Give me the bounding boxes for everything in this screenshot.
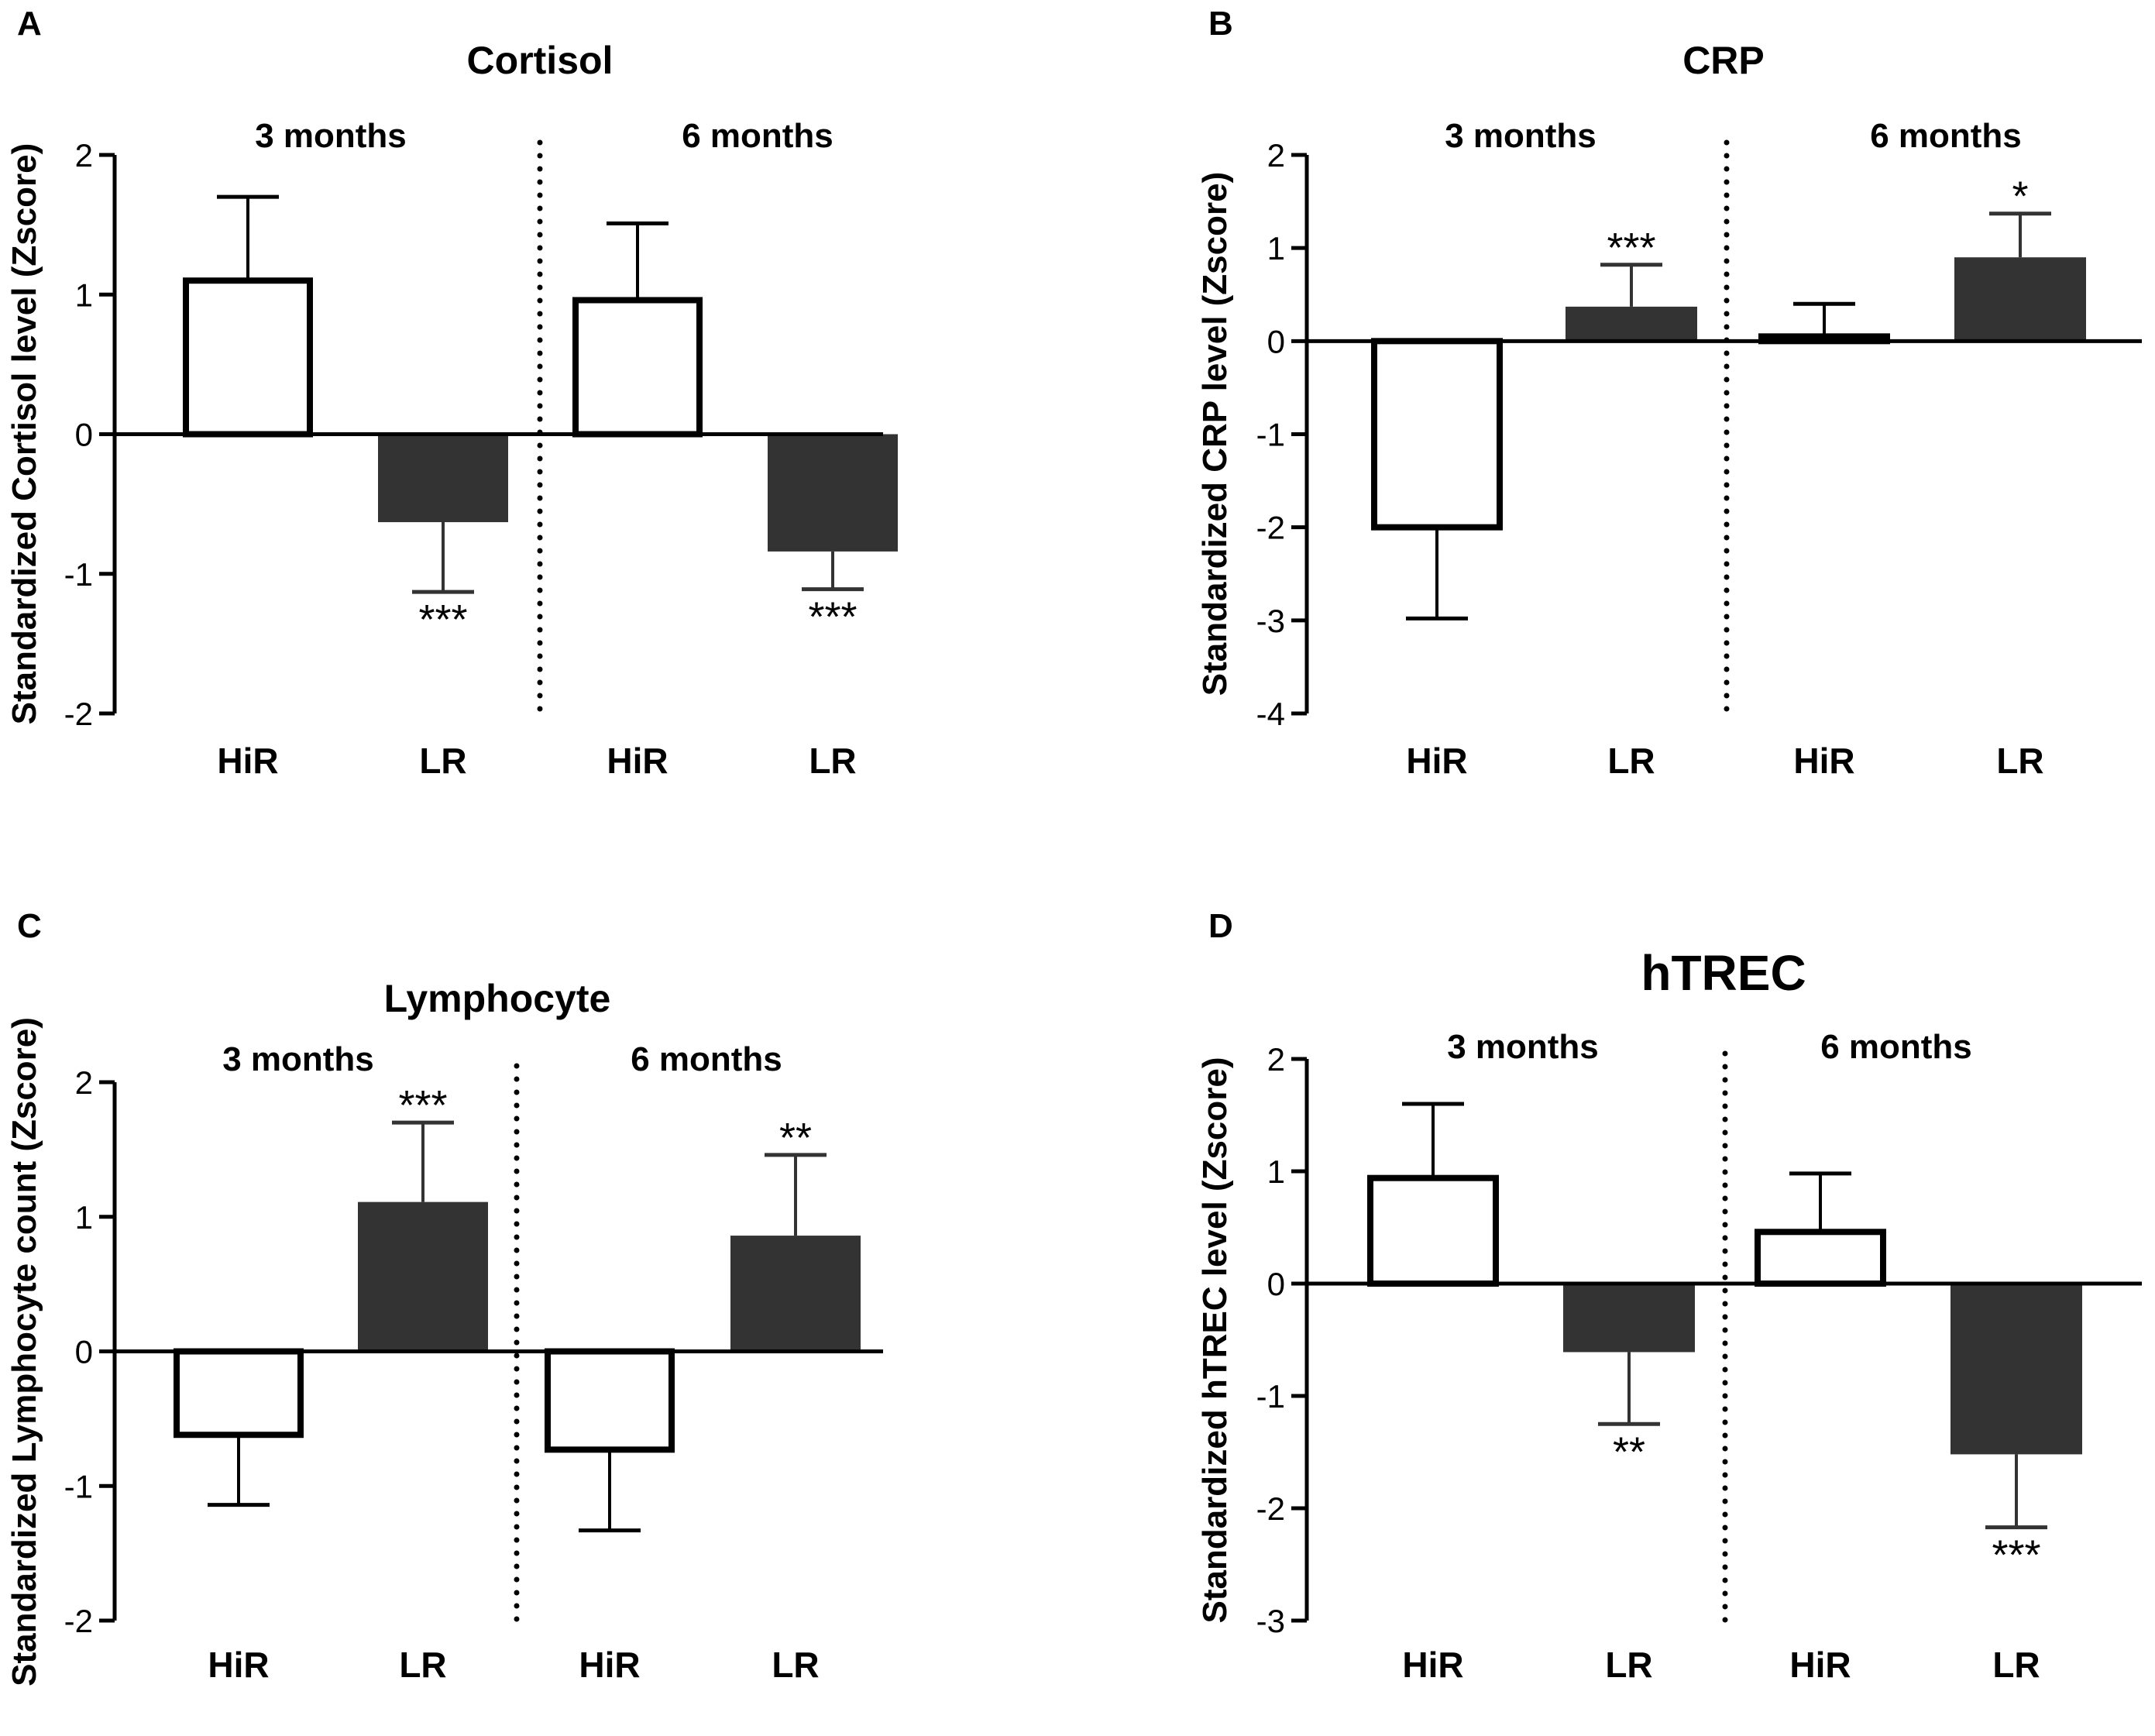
group-label: 3 months bbox=[222, 1040, 374, 1078]
significance-marker: *** bbox=[1607, 225, 1655, 271]
panel-letter: A bbox=[17, 5, 42, 43]
bar-hir bbox=[174, 1348, 304, 1439]
group-label: 6 months bbox=[1820, 1028, 1972, 1066]
significance-marker: ** bbox=[779, 1115, 812, 1161]
y-tick-label: 2 bbox=[75, 137, 93, 174]
group-label: 3 months bbox=[1445, 117, 1596, 155]
y-tick-label: 0 bbox=[1267, 1266, 1285, 1302]
y-tick-label: -2 bbox=[64, 696, 93, 732]
chart-title: Lymphocyte bbox=[384, 977, 611, 1020]
y-tick-label: -2 bbox=[1256, 1490, 1285, 1527]
chart-title: hTREC bbox=[1641, 945, 1806, 1001]
bar-lr bbox=[1950, 1284, 2082, 1455]
significance-marker: *** bbox=[1992, 1532, 2040, 1579]
x-tick-label: LR bbox=[809, 741, 856, 781]
x-tick-label: HiR bbox=[217, 741, 278, 781]
bar-lr bbox=[1563, 1284, 1695, 1353]
bar-lr bbox=[378, 434, 508, 523]
x-tick-label: HiR bbox=[1793, 741, 1854, 781]
bar-lr bbox=[730, 1236, 861, 1352]
y-tick-label: 1 bbox=[1267, 1153, 1285, 1190]
significance-marker: *** bbox=[398, 1082, 447, 1129]
chart-title: CRP bbox=[1682, 39, 1765, 82]
x-tick-label: HiR bbox=[208, 1645, 269, 1685]
x-tick-label: HiR bbox=[1789, 1645, 1851, 1685]
x-tick-label: HiR bbox=[607, 741, 668, 781]
x-tick-label: LR bbox=[772, 1645, 819, 1685]
x-tick-label: LR bbox=[1605, 1645, 1652, 1685]
bar-lr bbox=[768, 434, 898, 552]
x-tick-label: LR bbox=[399, 1645, 446, 1685]
y-tick-label: -1 bbox=[64, 556, 93, 593]
bar-hir bbox=[1371, 338, 1503, 531]
panel-letter: C bbox=[17, 907, 42, 945]
y-tick-label: -2 bbox=[64, 1603, 93, 1639]
y-axis-label: Standardized Lymphocyte count (Zscore) bbox=[5, 1017, 43, 1686]
y-tick-label: 1 bbox=[75, 277, 93, 313]
y-tick-label: 2 bbox=[1267, 137, 1285, 174]
panel-b: B CRP Standardized CRP level (Zscore) -4 -3 -… bbox=[1196, 5, 2142, 781]
panel-letter: B bbox=[1208, 5, 1233, 43]
significance-marker: * bbox=[2012, 174, 2028, 220]
y-tick-label: -1 bbox=[1256, 417, 1285, 453]
y-tick-label: 1 bbox=[1267, 230, 1285, 266]
significance-marker: *** bbox=[808, 594, 857, 641]
bar-hir bbox=[183, 277, 313, 438]
y-axis-label: Standardized CRP level (Zscore) bbox=[1196, 172, 1234, 696]
y-tick-label: 0 bbox=[75, 1334, 93, 1370]
y-axis-label: Standardized Cortisol level (Zscore) bbox=[5, 143, 43, 725]
bar-hir bbox=[1367, 1174, 1499, 1287]
panel-c: C Lymphocyte Standardized Lymphocyte count… bbox=[5, 907, 883, 1686]
chart-title: Cortisol bbox=[467, 39, 614, 82]
x-tick-label: LR bbox=[1607, 741, 1655, 781]
y-tick-label: 2 bbox=[1267, 1041, 1285, 1078]
y-tick-label: 0 bbox=[1267, 323, 1285, 359]
group-label: 3 months bbox=[255, 117, 407, 155]
panel-a: A Cortisol Standardized Cortisol level (Zs… bbox=[5, 5, 898, 781]
y-axis-label: Standardized hTREC level (Zscore) bbox=[1196, 1057, 1234, 1623]
significance-marker: *** bbox=[418, 596, 467, 643]
group-label: 6 months bbox=[682, 117, 833, 155]
y-tick-label: -1 bbox=[1256, 1378, 1285, 1415]
group-label: 6 months bbox=[1870, 117, 2022, 155]
panel-letter: D bbox=[1208, 907, 1233, 945]
y-tick-label: -2 bbox=[1256, 510, 1285, 546]
bar-hir bbox=[545, 1348, 675, 1453]
bar-hir bbox=[572, 297, 703, 438]
x-tick-label: LR bbox=[1996, 741, 2043, 781]
y-tick-label: -3 bbox=[1256, 603, 1285, 639]
group-label: 6 months bbox=[631, 1040, 782, 1078]
x-tick-label: HiR bbox=[579, 1645, 640, 1685]
bar-lr bbox=[1954, 257, 2086, 342]
x-tick-label: LR bbox=[419, 741, 466, 781]
significance-marker: ** bbox=[1613, 1428, 1645, 1475]
x-tick-label: HiR bbox=[1406, 741, 1467, 781]
x-tick-label: LR bbox=[1992, 1645, 2040, 1685]
y-tick-label: -4 bbox=[1256, 696, 1285, 732]
bar-lr bbox=[1566, 306, 1697, 342]
y-tick-label: 2 bbox=[75, 1064, 93, 1101]
group-label: 3 months bbox=[1447, 1028, 1599, 1066]
x-tick-label: HiR bbox=[1402, 1645, 1463, 1685]
y-tick-label: 1 bbox=[75, 1199, 93, 1236]
y-tick-label: -1 bbox=[64, 1468, 93, 1504]
y-tick-label: -3 bbox=[1256, 1603, 1285, 1639]
y-tick-label: 0 bbox=[75, 417, 93, 453]
bar-lr bbox=[358, 1201, 488, 1352]
bar-hir bbox=[1755, 1229, 1886, 1287]
